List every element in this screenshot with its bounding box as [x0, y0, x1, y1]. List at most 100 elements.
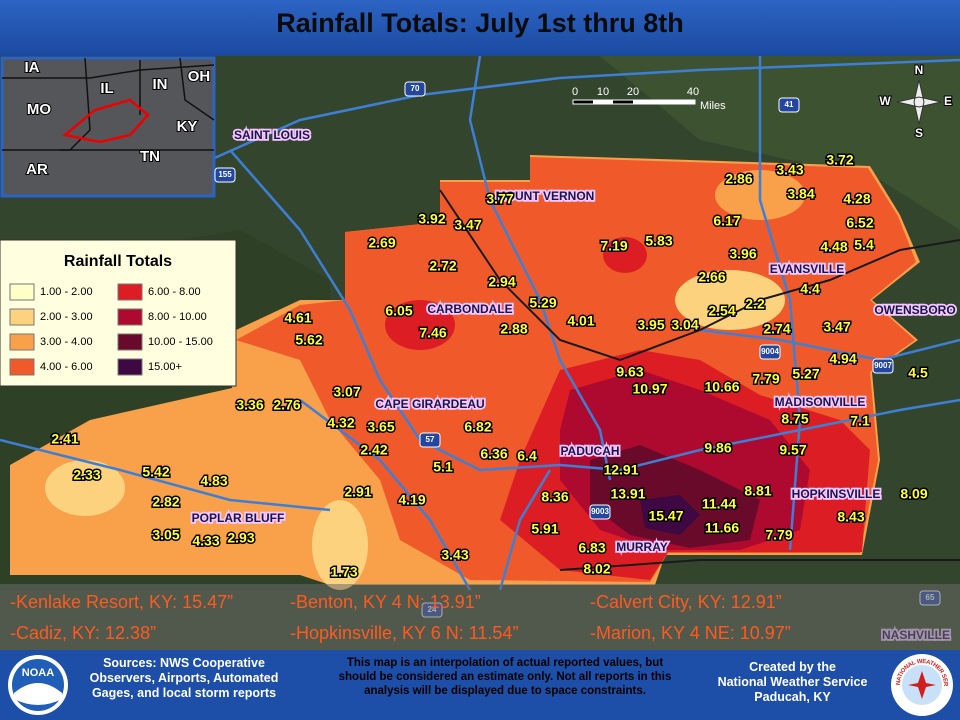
- highway-label: 9004: [761, 347, 779, 356]
- highway-label: 9007: [874, 361, 892, 370]
- state-label: TN: [140, 148, 160, 165]
- rainfall-value: 9.57: [779, 442, 806, 458]
- rainfall-value: 4.61: [284, 310, 311, 326]
- legend-label: 3.00 - 4.00: [40, 336, 93, 348]
- legend-label: 8.00 - 10.00: [148, 311, 207, 323]
- compass-label: E: [944, 94, 952, 108]
- rainfall-value: 12.91: [603, 462, 638, 478]
- rainfall-value: 3.65: [367, 419, 394, 435]
- rainfall-value: 4.28: [843, 191, 870, 207]
- compass-label: S: [915, 126, 923, 140]
- legend-swatch: [9, 358, 35, 376]
- rainfall-value: 4.48: [820, 239, 847, 255]
- inset-borders: [2, 57, 215, 151]
- highway-shield: [404, 81, 426, 97]
- rainfall-value: 2.93: [227, 530, 254, 546]
- state-label: KY: [177, 118, 198, 135]
- rainfall-value: 10.97: [632, 381, 667, 397]
- rainfall-value: 8.75: [781, 411, 808, 427]
- rainfall-value: 3.07: [333, 384, 360, 400]
- rain-area: [385, 300, 455, 350]
- disclaimer: This map is an interpolation of actual r…: [338, 657, 672, 697]
- rainfall-value: 5.29: [529, 295, 556, 311]
- footer: NOAA Sources: NWS Cooperative Observers,…: [0, 650, 960, 720]
- rainfall-value: 5.62: [295, 332, 322, 348]
- rainfall-value: 4.01: [567, 313, 594, 329]
- rainfall-value: 11.44: [702, 496, 736, 512]
- rainfall-value: 5.1: [433, 459, 453, 475]
- state-label: IN: [153, 76, 168, 93]
- legend-label: 1.00 - 2.00: [40, 286, 93, 298]
- highlight-note: -Marion, KY 4 NE: 10.97”: [590, 623, 791, 643]
- scale-label: 10: [597, 86, 609, 98]
- legend-swatch: [117, 358, 143, 376]
- state-label: IL: [100, 80, 113, 97]
- rainfall-value: 2.72: [429, 258, 456, 274]
- highlight-note: -Cadiz, KY: 12.38”: [10, 623, 156, 643]
- legend-swatch: [117, 333, 143, 351]
- highway-label: 41: [785, 100, 794, 109]
- rainfall-value: 7.1: [850, 413, 870, 429]
- highlight-note: -Calvert City, KY: 12.91”: [590, 592, 782, 612]
- rainfall-value: 7.79: [765, 527, 792, 543]
- rainfall-value: 7.79: [752, 371, 779, 387]
- rainfall-value: 7.19: [600, 238, 627, 254]
- highway-shield: [589, 504, 611, 520]
- highlight-note: -Hopkinsville, KY 6 N: 11.54”: [290, 623, 518, 643]
- header: Rainfall Totals: July 1st thru 8th: [0, 0, 960, 56]
- rainfall-value: 3.92: [418, 211, 445, 227]
- rainfall-value: 8.43: [837, 509, 864, 525]
- rainfall-value: 3.72: [826, 152, 853, 168]
- city-label: CAPE GIRARDEAU: [375, 397, 484, 411]
- highlight-note: -Kenlake Resort, KY: 15.47”: [10, 592, 233, 612]
- scale-bar: [572, 99, 696, 105]
- compass-rose: [896, 79, 942, 125]
- rainfall-value: 8.81: [744, 483, 771, 499]
- rain-area: [640, 495, 700, 535]
- legend-label: 15.00+: [148, 361, 182, 373]
- rainfall-value: 6.36: [480, 446, 507, 462]
- city-label: MOUNT VERNON: [496, 189, 595, 203]
- rainfall-value: 2.66: [698, 269, 725, 285]
- rainfall-value: 3.47: [454, 217, 481, 233]
- noaa-text: NOAA: [22, 667, 54, 679]
- highway-shield: [759, 344, 781, 360]
- rainfall-value: 5.83: [645, 233, 672, 249]
- rainfall-value: 2.91: [344, 484, 371, 500]
- state-label: OH: [188, 68, 211, 85]
- legend-label: 6.00 - 8.00: [148, 286, 201, 298]
- highway-label: 9003: [591, 507, 609, 516]
- rainfall-value: 6.4: [517, 448, 537, 464]
- highway-shield: [872, 358, 894, 374]
- city-label: OWENSBORO: [874, 303, 955, 317]
- state-borders: [439, 189, 960, 571]
- roads: [0, 56, 960, 591]
- state-label: IA: [25, 59, 40, 76]
- rainfall-value: 6.05: [385, 303, 412, 319]
- legend-swatch: [9, 283, 35, 301]
- legend-swatch: [117, 283, 143, 301]
- rainfall-value: 5.27: [792, 366, 819, 382]
- rainfall-value: 6.52: [846, 215, 873, 231]
- rainfall-value: 3.04: [671, 317, 698, 333]
- rainfall-value: 5.91: [531, 521, 558, 537]
- rainfall-value: 2.74: [763, 321, 790, 337]
- scale-label: 0: [572, 86, 578, 98]
- rainfall-value: 8.02: [583, 561, 610, 577]
- rainfall-value: 7.46: [419, 325, 446, 341]
- legend-label: 2.00 - 3.00: [40, 311, 93, 323]
- highlight-note: -Benton, KY 4 N: 13.91”: [290, 592, 481, 612]
- rainfall-value: 9.63: [616, 364, 643, 380]
- nws-logo: NATIONAL WEATHER SERVICE: [890, 653, 953, 716]
- highway-label: 70: [411, 84, 420, 93]
- rainfall-value: 9.86: [704, 440, 731, 456]
- rainfall-value: 3.96: [729, 246, 756, 262]
- rainfall-value: 4.94: [829, 351, 856, 367]
- legend: Rainfall Totals 1.00 - 2.00 2.00 - 3.00 3.0…: [9, 253, 213, 376]
- rainfall-value: 8.36: [541, 489, 568, 505]
- compass-label: N: [915, 63, 924, 77]
- rainfall-value: 5.42: [142, 464, 169, 480]
- rainfall-value: 5.4: [854, 237, 874, 253]
- rainfall-value: 3.43: [776, 162, 803, 178]
